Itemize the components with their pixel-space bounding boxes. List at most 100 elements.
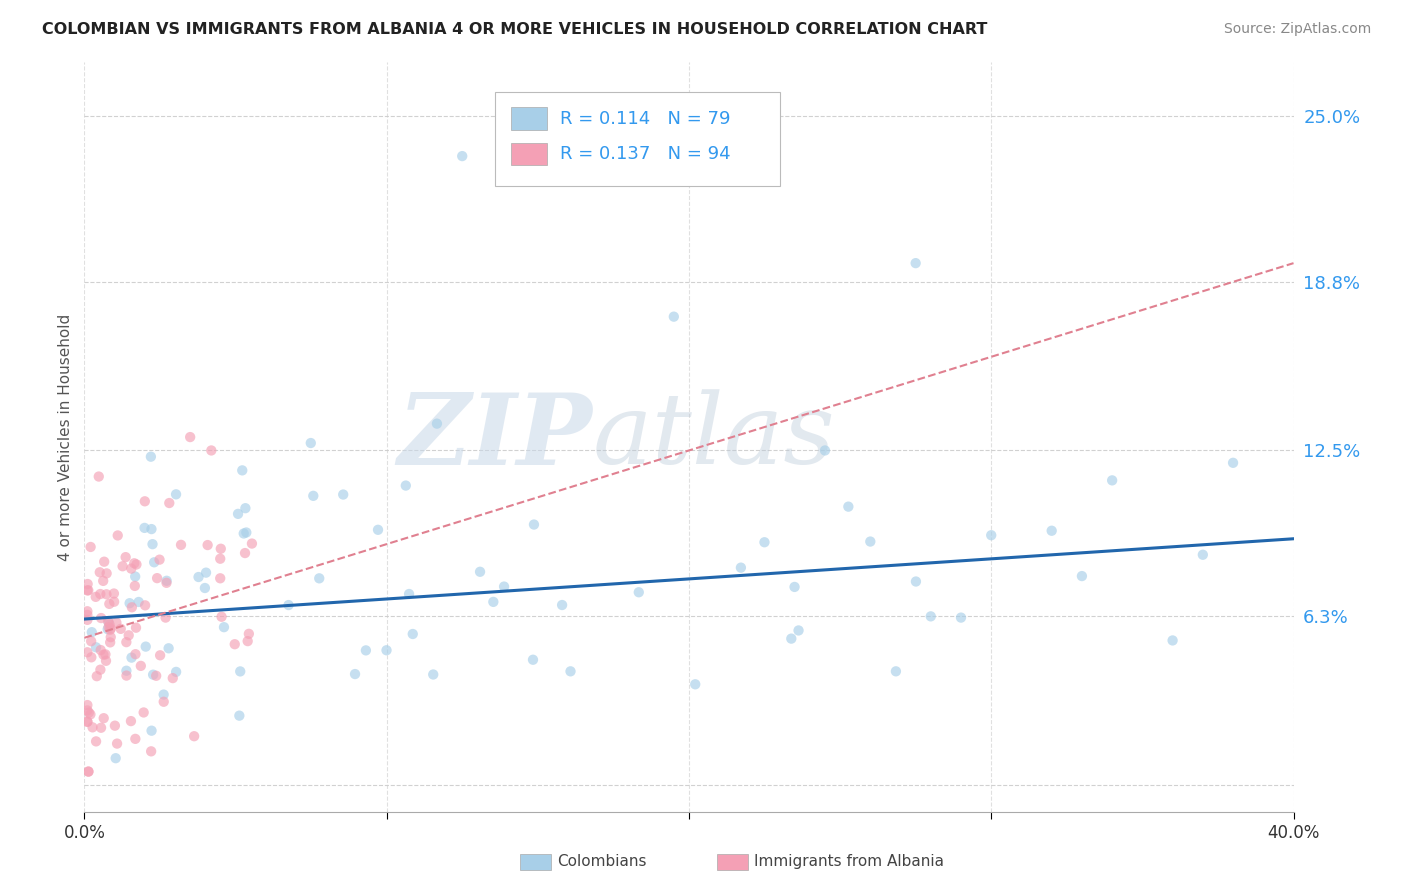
Point [118,628,141,642]
Point [128,595,150,609]
Point [105,737,128,751]
Point [76,714,98,729]
Point [783,580,806,594]
Point [129,659,152,673]
Point [103,595,125,609]
Point [142,667,165,681]
Point [308,571,330,585]
Point [662,310,685,324]
Point [162,671,184,685]
Point [426,417,449,431]
Point [1192,548,1215,562]
Point [84,590,107,604]
Point [240,536,263,550]
Bar [512,107,547,130]
Point [79,707,101,722]
Point [135,640,157,654]
Point [93,555,115,569]
Text: Source: ZipAtlas.com: Source: ZipAtlas.com [1223,22,1371,37]
Point [115,635,138,649]
Point [97,622,120,636]
Point [94,648,117,662]
Point [98,617,121,632]
Point [76,698,98,712]
Point [76,645,98,659]
Bar [512,143,547,165]
Point [139,450,162,464]
Point [90,611,112,625]
Text: atlas: atlas [592,390,835,484]
Point [152,695,174,709]
Point [82,720,104,734]
Point [787,624,810,638]
Point [89,587,111,601]
Point [884,665,907,679]
Point [77,764,100,779]
Point [98,597,121,611]
Point [76,577,98,591]
Point [1101,474,1123,488]
Point [980,528,1002,542]
Point [76,613,98,627]
Text: R = 0.137   N = 94: R = 0.137 N = 94 [560,145,730,163]
Point [904,256,927,270]
Point [332,487,354,501]
FancyBboxPatch shape [495,93,780,186]
Point [1161,633,1184,648]
Point [212,620,235,634]
Point [814,443,837,458]
Point [124,731,146,746]
Point [121,600,143,615]
Point [103,586,125,600]
Point [156,574,179,588]
Point [197,538,219,552]
Point [482,595,505,609]
Text: Colombians: Colombians [557,855,647,869]
Point [80,634,103,648]
Point [209,541,232,556]
Point [84,734,107,748]
Point [229,665,252,679]
Point [730,560,752,574]
Point [780,632,803,646]
Point [226,507,249,521]
Point [155,610,177,624]
Point [134,599,156,613]
Point [228,708,250,723]
Point [165,665,187,679]
Point [107,528,129,542]
Point [1222,456,1244,470]
Point [551,598,574,612]
Point [302,489,325,503]
Point [96,587,118,601]
Text: COLOMBIAN VS IMMIGRANTS FROM ALBANIA 4 OR MORE VEHICLES IN HOUSEHOLD CORRELATION: COLOMBIAN VS IMMIGRANTS FROM ALBANIA 4 O… [42,22,987,37]
Point [114,550,136,565]
Point [89,566,111,580]
Point [98,623,121,637]
Point [93,711,115,725]
Point [277,598,299,612]
Point [94,654,117,668]
Point [76,607,98,622]
Point [395,478,418,492]
Point [837,500,859,514]
Point [522,653,544,667]
Point [165,487,187,501]
Point [146,571,169,585]
Point [87,469,110,483]
Point [132,706,155,720]
Point [367,523,389,537]
Point [235,501,257,516]
Point [104,751,127,765]
Point [79,540,101,554]
Point [344,667,367,681]
Point [200,443,222,458]
Point [375,643,398,657]
Point [124,569,146,583]
Point [96,566,118,581]
Point [121,650,143,665]
Point [76,703,98,717]
Point [77,706,100,720]
Point [149,648,172,663]
Point [76,583,98,598]
